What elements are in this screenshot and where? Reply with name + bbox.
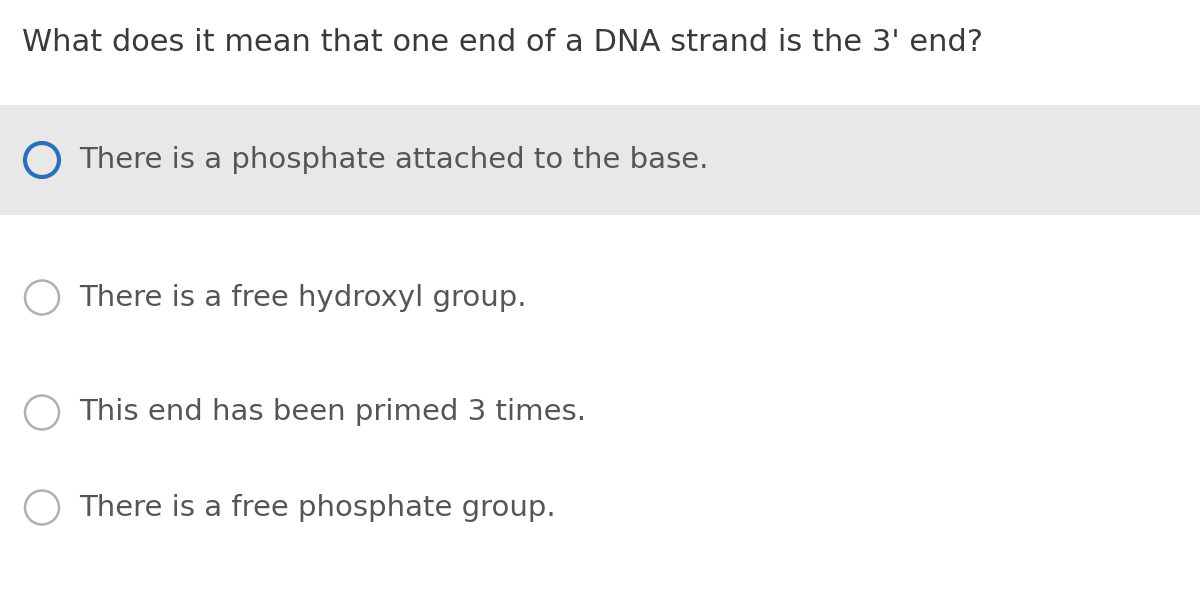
Circle shape [25,281,59,315]
Circle shape [25,491,59,525]
Circle shape [25,143,59,177]
Text: There is a free hydroxyl group.: There is a free hydroxyl group. [79,284,527,312]
Text: There is a phosphate attached to the base.: There is a phosphate attached to the bas… [79,146,708,174]
Circle shape [25,395,59,429]
FancyBboxPatch shape [0,105,1200,215]
Text: This end has been primed 3 times.: This end has been primed 3 times. [79,399,586,426]
Text: What does it mean that one end of a DNA strand is the 3' end?: What does it mean that one end of a DNA … [22,28,983,57]
Text: There is a free phosphate group.: There is a free phosphate group. [79,494,556,522]
